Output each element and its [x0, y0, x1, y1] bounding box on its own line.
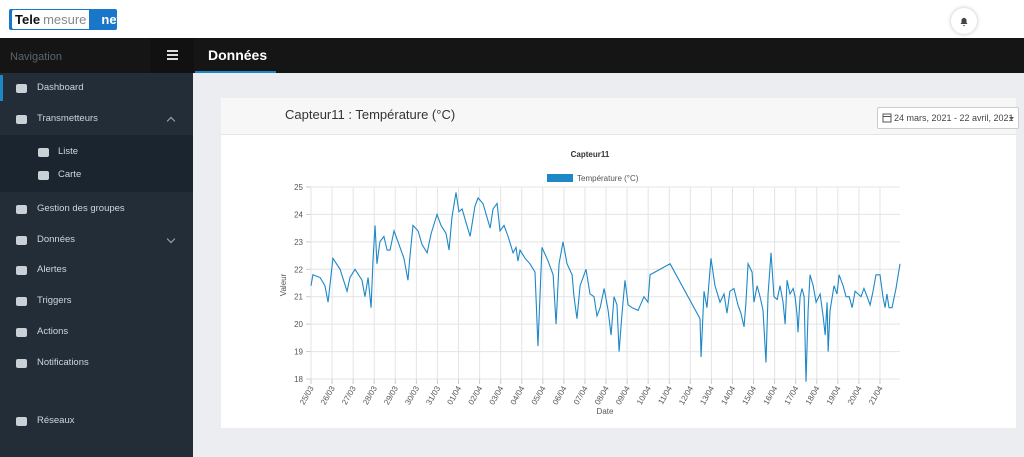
y-tick-label: 23 — [294, 238, 303, 247]
calendar-icon — [882, 113, 892, 123]
y-tick-label: 20 — [294, 320, 303, 329]
caret — [1009, 117, 1014, 120]
x-tick-label: 18/04 — [804, 384, 822, 406]
nav-icon — [16, 328, 27, 337]
nav-item[interactable]: Actions — [37, 326, 69, 337]
chart: Capteur11 Valeur Date 18 19 20 21 22 23 24 25 25… — [279, 150, 901, 416]
x-tick-label: 17/04 — [783, 384, 801, 406]
date-range-picker[interactable]: 24 mars, 2021 - 22 avril, 2021 — [877, 107, 1019, 129]
x-tick-label: 19/04 — [825, 384, 843, 406]
nav-icon — [16, 266, 27, 275]
y-tick-label: 21 — [294, 293, 303, 302]
y-axis-label: Valeur — [279, 273, 288, 296]
bell-icon — [960, 17, 968, 27]
sidebar — [0, 73, 193, 457]
nav-item[interactable]: Réseaux — [37, 415, 75, 426]
x-tick-label: 27/03 — [340, 384, 358, 406]
x-tick-label: 13/04 — [698, 384, 716, 406]
x-tick-label: 05/04 — [530, 384, 548, 406]
nav-item[interactable]: Données — [37, 234, 76, 245]
nav-item[interactable]: Triggers — [37, 295, 72, 306]
y-tick-label: 24 — [294, 210, 303, 219]
x-tick-label: 16/04 — [762, 384, 780, 406]
x-tick-label: 29/03 — [382, 384, 400, 406]
x-tick-label: 28/03 — [361, 384, 379, 406]
legend-swatch — [547, 174, 573, 182]
x-tick-label: 15/04 — [740, 384, 758, 406]
x-tick-label: 09/04 — [614, 384, 632, 406]
nav-item[interactable]: Transmetteurs — [37, 113, 98, 124]
y-tick-label: 22 — [294, 265, 303, 274]
data-line — [310, 192, 901, 382]
x-tick-label: 02/04 — [467, 384, 485, 406]
logo-text: mesure — [43, 10, 90, 29]
x-tick-label: 20/04 — [846, 384, 864, 406]
logo[interactable]: Tele mesure net — [9, 9, 121, 30]
nav-item[interactable]: Carte — [58, 169, 82, 180]
y-tick-label: 19 — [294, 348, 303, 357]
nav-icon — [16, 205, 27, 214]
date-range-text: 24 mars, 2021 - 22 avril, 2021 — [894, 113, 1014, 123]
y-tick-label: 25 — [294, 183, 303, 192]
x-tick-label: 26/03 — [319, 384, 337, 406]
logo-text: net — [101, 12, 121, 27]
x-tick-label: 08/04 — [593, 384, 611, 406]
chart-title: Capteur11 — [571, 150, 610, 159]
x-tick-label: 01/04 — [445, 384, 463, 406]
top-bar — [0, 0, 1024, 39]
nav-item[interactable]: Notifications — [37, 357, 89, 368]
nav-icon — [38, 171, 49, 180]
x-tick-label: 11/04 — [656, 384, 674, 406]
nav-icon — [16, 359, 27, 368]
menu-toggle[interactable] — [150, 38, 194, 73]
nav-icon — [16, 84, 27, 93]
nav-item[interactable]: Dashboard — [37, 82, 84, 93]
legend-label: Température (°C) — [577, 174, 639, 183]
y-tick-label: 18 — [294, 375, 303, 384]
active-indicator — [0, 75, 3, 101]
x-axis-label: Date — [597, 407, 614, 416]
page-title: Données — [208, 47, 268, 63]
x-tick-label: 10/04 — [635, 384, 653, 406]
nav-item[interactable]: Gestion des groupes — [37, 203, 125, 214]
x-tick-label: 12/04 — [677, 384, 695, 406]
logo-text: Tele — [12, 10, 44, 29]
nav-item[interactable]: Alertes — [37, 264, 67, 275]
x-tick-label: 25/03 — [298, 384, 316, 406]
x-tick-label: 06/04 — [551, 384, 569, 406]
x-tick-label: 03/04 — [488, 384, 506, 406]
submenu — [0, 135, 193, 192]
x-tick-label: 30/03 — [403, 384, 421, 406]
nav-icon — [16, 417, 27, 426]
tab-underline — [195, 71, 276, 73]
nav-icon — [16, 297, 27, 306]
x-tick-label: 31/03 — [424, 384, 442, 406]
nav-icon — [16, 115, 27, 124]
card-title: Capteur11 : Température (°C) — [285, 107, 456, 122]
nav-item[interactable]: Liste — [58, 146, 79, 157]
x-tick-label: 21/04 — [867, 384, 885, 406]
x-tick-label: 04/04 — [509, 384, 527, 406]
x-tick-label: 07/04 — [572, 384, 590, 406]
x-tick-label: 14/04 — [719, 384, 737, 406]
notification-button[interactable] — [951, 8, 977, 34]
nav-icon — [38, 148, 49, 157]
nav-heading: Navigation — [10, 51, 62, 63]
nav-icon — [16, 236, 27, 245]
